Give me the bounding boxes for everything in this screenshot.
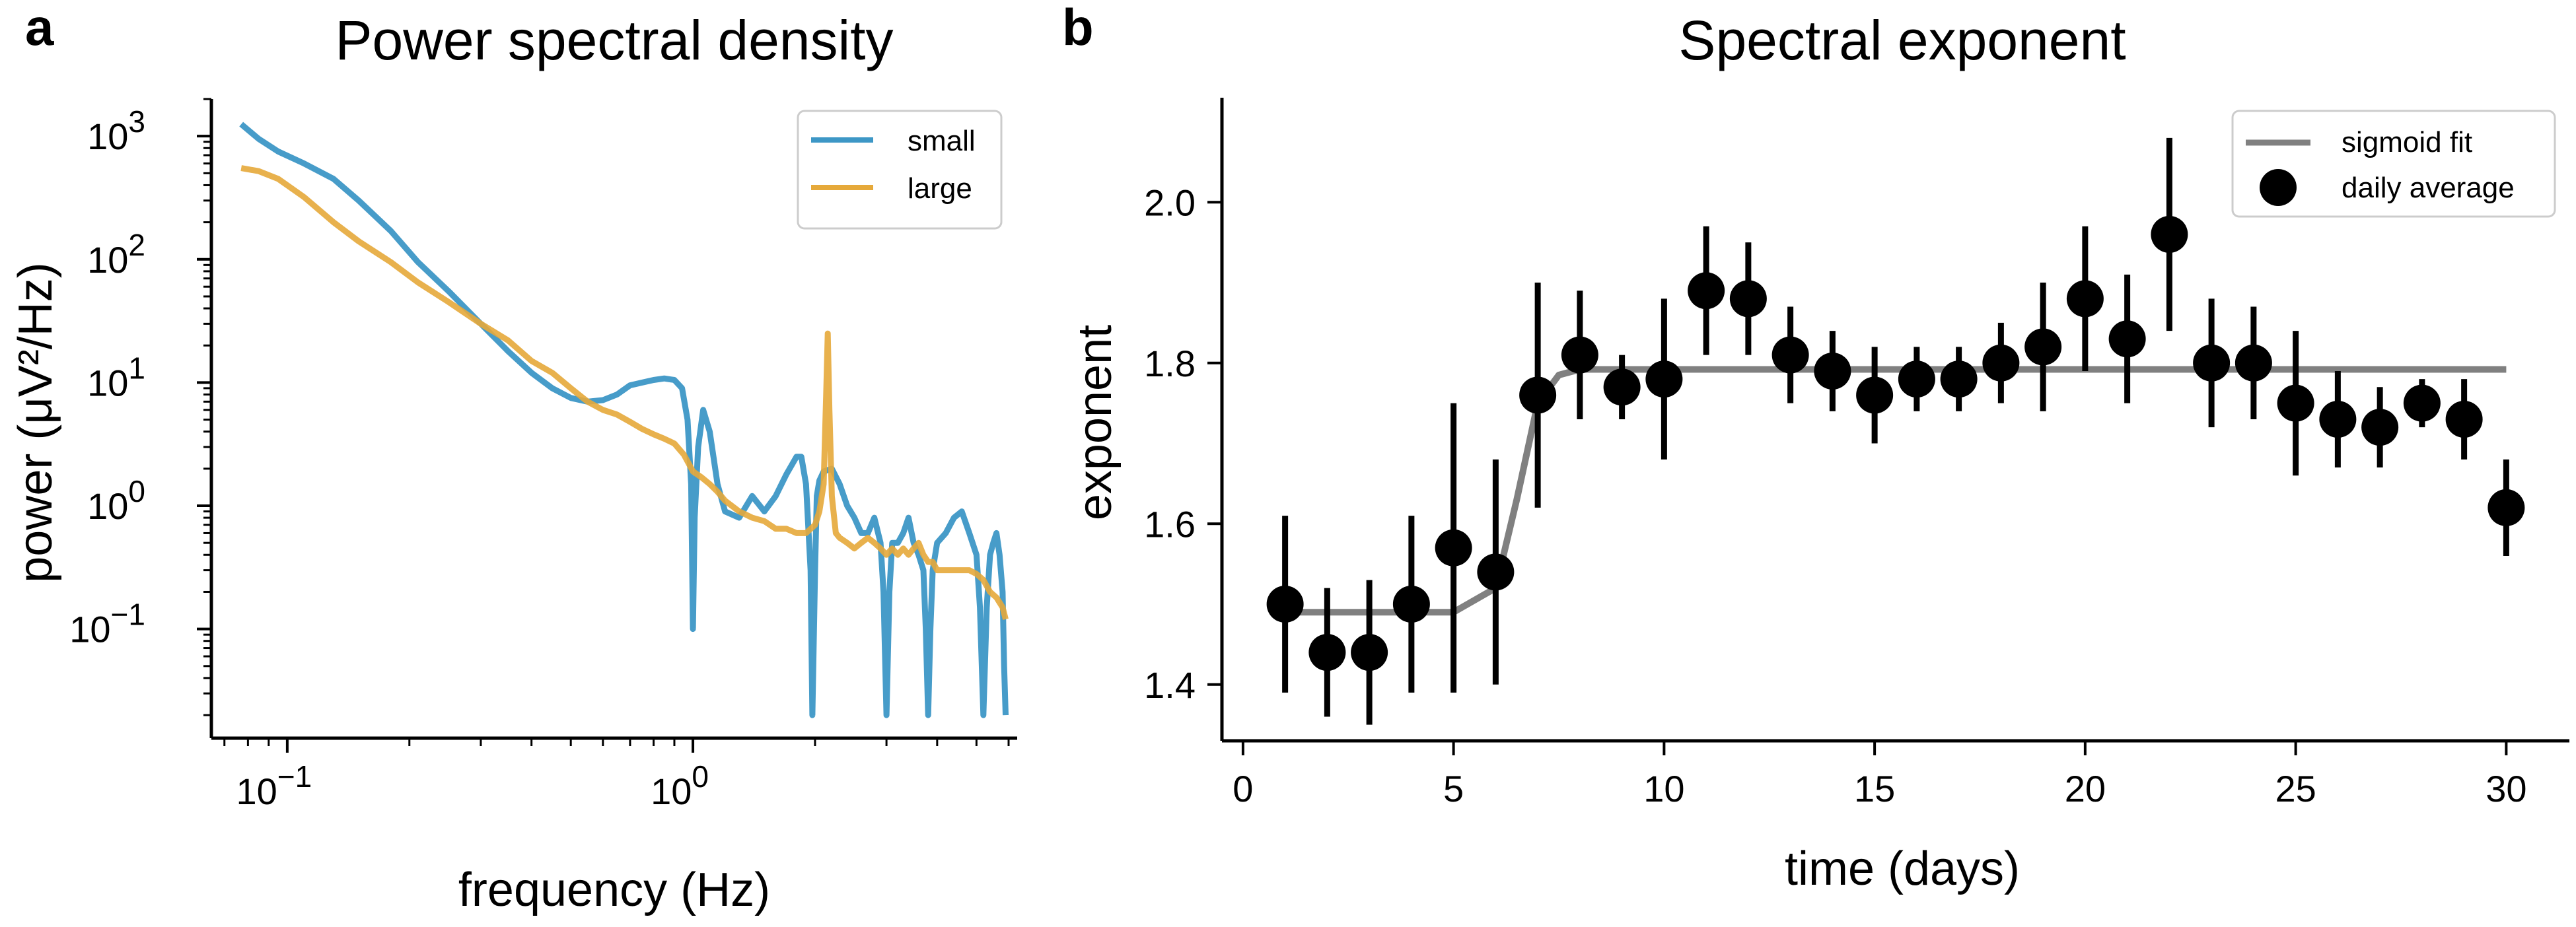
- daily-average-point: [1519, 376, 1557, 414]
- y-tick-label: 103: [87, 104, 145, 157]
- y-tick-label: 1.6: [1144, 503, 1196, 545]
- legend-box-exponent: [2231, 110, 2556, 218]
- daily-average-point: [2066, 280, 2104, 318]
- daily-average-point: [2487, 489, 2525, 526]
- daily-average-point: [2319, 401, 2357, 438]
- x-axis-label-psd: frequency (Hz): [458, 864, 770, 916]
- series-group-psd: [239, 121, 1009, 718]
- daily-average-point: [1477, 553, 1515, 591]
- y-tick-label: 100: [87, 474, 145, 527]
- x-tick-label: 10−1: [236, 759, 312, 812]
- y-axis-label-psd: power (μV²/Hz): [9, 262, 62, 583]
- x-tick-label: 0: [1233, 768, 1253, 809]
- daily-average-point: [1688, 272, 1725, 310]
- y-axis-label-exponent: exponent: [1069, 325, 1122, 520]
- panel-letter-b: b: [1062, 0, 1094, 56]
- x-tick-label: 25: [2275, 768, 2316, 809]
- x-tick-label: 100: [651, 759, 709, 812]
- daily-average-point: [2277, 384, 2314, 422]
- daily-average-point: [1603, 368, 1641, 406]
- daily-average-point: [1266, 586, 1304, 623]
- x-tick-label: 20: [2065, 768, 2106, 809]
- daily-average-point: [1351, 634, 1388, 671]
- ticks-exponent: 0 5 10 15 20 25 30 1.4 1.6 1.8 2.0: [1144, 182, 2526, 809]
- legend-label-small: small: [908, 125, 976, 157]
- y-tick-label: 101: [87, 351, 145, 403]
- series-group-exponent: [1266, 137, 2525, 725]
- daily-average-point: [1771, 336, 1809, 374]
- daily-average-point: [1856, 376, 1894, 414]
- x-tick-label: 5: [1443, 768, 1464, 809]
- daily-average-point: [1898, 360, 1935, 398]
- x-tick-label: 30: [2486, 768, 2526, 809]
- legend-label-daily-average: daily average: [2342, 172, 2515, 204]
- daily-average-point: [2361, 409, 2399, 446]
- legend-marker-daily-average: [2260, 169, 2297, 206]
- legend-exponent: sigmoid fit daily average: [2231, 110, 2556, 218]
- sigmoid-fit-line: [1285, 366, 2507, 616]
- daily-average-point: [2108, 320, 2146, 358]
- chart-title-exponent: Spectral exponent: [1678, 9, 2126, 71]
- legend-label-sigmoid-fit: sigmoid fit: [2342, 126, 2472, 158]
- chart-title-psd: Power spectral density: [335, 9, 893, 71]
- legend-psd: small large: [797, 110, 1003, 230]
- daily-average-point: [2235, 344, 2272, 382]
- y-tick-label: 10−1: [69, 598, 145, 650]
- x-tick-label: 10: [1643, 768, 1684, 809]
- daily-average-point: [2193, 344, 2231, 382]
- daily-average-point: [2151, 215, 2188, 253]
- daily-average-point: [2024, 328, 2062, 366]
- x-tick-label: 15: [1854, 768, 1895, 809]
- legend-label-large: large: [908, 172, 972, 205]
- daily-average-point: [1729, 280, 1767, 318]
- panel-b: b Spectral exponent time (days) exponent…: [1062, 0, 2569, 895]
- x-axis-label-exponent: time (days): [1785, 842, 2020, 895]
- daily-average-point: [1435, 529, 1472, 566]
- panel-a: a Power spectral density frequency (Hz) …: [9, 0, 1017, 916]
- y-tick-label: 1.8: [1144, 343, 1196, 384]
- daily-average-point: [2403, 384, 2441, 422]
- panel-letter-a: a: [25, 0, 54, 56]
- y-tick-label: 2.0: [1144, 182, 1196, 223]
- series-line-large: [240, 165, 1009, 621]
- daily-average-point: [1645, 360, 1683, 398]
- daily-average-point: [2445, 401, 2483, 438]
- y-tick-label: 102: [87, 228, 145, 281]
- axes-exponent: 0 5 10 15 20 25 30 1.4 1.6 1.8 2.0: [1144, 98, 2569, 809]
- daily-average-point: [1982, 344, 2020, 382]
- daily-average-point: [1308, 634, 1346, 671]
- daily-average-point: [1814, 352, 1851, 390]
- y-tick-label: 1.4: [1144, 664, 1196, 706]
- daily-average-point: [1940, 360, 1978, 398]
- daily-average-point: [1561, 336, 1598, 374]
- daily-average-point: [1392, 586, 1430, 623]
